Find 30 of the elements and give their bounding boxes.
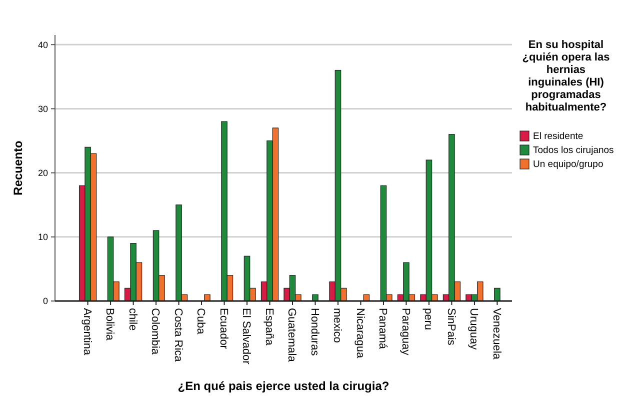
x-tick-label: El Salvador <box>240 308 252 365</box>
x-tick-label: Uruguay <box>468 308 480 350</box>
x-tick-label: mexico <box>331 308 344 343</box>
x-tick-label: Cuba <box>194 308 207 336</box>
x-tick-label: Paraguay <box>399 308 412 356</box>
y-tick-label: 40 <box>38 40 48 50</box>
x-tick-label: España <box>262 308 275 346</box>
x-tick-label: Colombia <box>149 308 162 356</box>
legend-label: Todos los cirujanos <box>533 145 614 156</box>
x-tick-label: Guatemala <box>286 308 298 363</box>
x-tick-label: Bolivia <box>104 308 116 342</box>
x-axis-title: ¿En qué pais ejerce usted la cirugia? <box>178 379 390 393</box>
x-tick-label: SinPais <box>444 308 457 346</box>
x-tick-label: Honduras <box>308 308 320 356</box>
legend-label: El residente <box>533 131 584 142</box>
x-tick-label: peru <box>422 308 434 330</box>
x-tick-label: Venezuela <box>490 308 502 360</box>
x-tick-label: Argentina <box>80 308 93 356</box>
x-tick-label: Costa Rica <box>172 308 184 363</box>
y-tick-label: 20 <box>38 168 48 178</box>
y-axis-title: Recuento <box>11 140 25 196</box>
y-tick-label: 0 <box>42 296 48 306</box>
legend-label: Un equipo/grupo <box>533 159 604 170</box>
x-tick-label: chile <box>126 308 138 331</box>
y-tick-label: 30 <box>38 104 48 114</box>
x-tick-label: Nicaragua <box>354 308 366 360</box>
y-tick-label: 10 <box>38 232 48 242</box>
x-tick-label: Panamá <box>376 308 389 350</box>
x-tick-label: Ecuador <box>217 308 230 350</box>
legend-title: En su hospital ¿quién opera las hernias inguinales (HI) programadas habitualmente? <box>522 39 610 114</box>
